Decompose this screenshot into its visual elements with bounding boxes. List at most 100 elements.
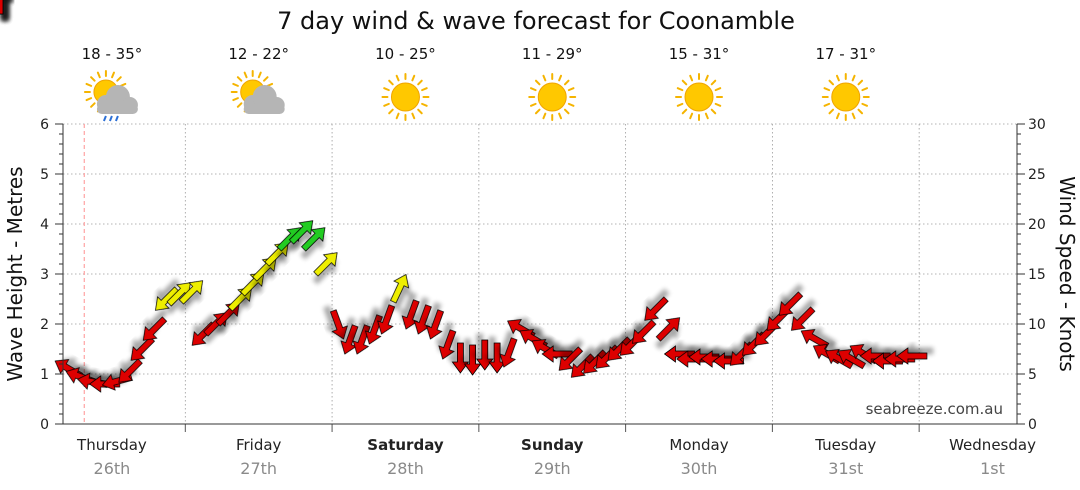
sun-ray: [823, 87, 831, 92]
sun-ray: [704, 74, 709, 82]
left-tick-label: 2: [40, 317, 49, 333]
sun-ray: [383, 87, 390, 92]
right-axis-label: Wind Speed - Knots: [1055, 176, 1079, 372]
sun-ray: [851, 112, 856, 120]
right-tick-label: 0: [1028, 417, 1037, 433]
left-tick-label: 1: [40, 367, 49, 383]
wind-arrow: [837, 349, 866, 370]
sun-ray: [714, 102, 722, 107]
left-tick-label: 0: [40, 417, 49, 433]
sun-ray: [388, 79, 394, 86]
sun-ray: [823, 102, 831, 107]
sun-ray: [395, 112, 400, 120]
sun-disc: [831, 82, 861, 112]
wind-arrow: [644, 296, 669, 321]
sun-ray: [542, 112, 547, 120]
sun-ray: [710, 108, 717, 115]
sun-ray: [417, 79, 423, 86]
sun-ray: [828, 108, 835, 115]
sun-ray: [421, 102, 428, 107]
wind-arrow: [791, 306, 816, 331]
right-axis-ticks: 0 5 10 15 20 25 30: [1017, 117, 1046, 433]
sun-ray: [85, 97, 93, 102]
temperature-range: 18 - 35°: [82, 45, 143, 63]
sun-ray: [857, 79, 864, 86]
day-name-label: Sunday: [521, 436, 584, 454]
sun-ray: [835, 74, 840, 82]
sun-ray: [90, 102, 96, 108]
weather-row: 18 - 35° 12 - 22° 10 - 25° 11 - 29° 15 - 31°…: [82, 45, 876, 122]
wind-arrow: [313, 252, 338, 277]
sun-ray: [529, 102, 537, 107]
wind-arrow: [301, 227, 326, 252]
sun-icon: [675, 73, 723, 121]
credit-text: seabreeze.com.au: [866, 400, 1003, 418]
wind-arrow: [476, 339, 494, 371]
wind-arrow: [142, 316, 168, 341]
wind-arrow: [0, 0, 4, 15]
day-name-label: Tuesday: [814, 436, 876, 454]
sun-ray: [411, 112, 416, 120]
sun-ray: [714, 87, 722, 92]
wind-arrow: [558, 346, 584, 371]
rain-drop: [114, 115, 119, 122]
sun-ray: [534, 79, 541, 86]
wind-arrow: [800, 329, 830, 350]
sun-icon: [821, 73, 870, 121]
sun-ray: [116, 76, 122, 82]
sun-disc: [684, 82, 714, 112]
wind-arrow: [377, 304, 396, 335]
sun-ray: [689, 74, 694, 82]
wind-arrow: [329, 309, 348, 340]
sun-ray: [861, 87, 869, 92]
sun-ray: [395, 74, 400, 82]
wind-arrow: [712, 352, 744, 370]
sun-ray: [558, 112, 563, 120]
sun-ray: [676, 87, 684, 92]
wind-arrow: [632, 319, 657, 344]
sun-ray: [383, 102, 390, 107]
day-name-label: Wednesday: [949, 436, 1036, 454]
sun-ray: [417, 108, 423, 115]
temperature-range: 10 - 25°: [375, 45, 436, 63]
left-axis-ticks: 0 1 2 3 4 5 6: [40, 117, 63, 433]
rain-drop: [102, 115, 107, 122]
sun-disc: [390, 82, 420, 112]
chart-title: 7 day wind & wave forecast for Coonamble: [277, 7, 795, 35]
wind-arrow: [655, 317, 681, 342]
wind-arrow: [896, 347, 928, 365]
sun-ray: [710, 79, 717, 86]
day-name-label: Monday: [669, 436, 728, 454]
sun-ray: [85, 82, 93, 87]
sun-ray: [421, 87, 428, 92]
sun-ray: [689, 112, 694, 120]
sun-ray: [563, 79, 570, 86]
day-name-label: Saturday: [367, 436, 444, 454]
sun-ray: [542, 74, 547, 82]
wind-arrow: [178, 280, 204, 305]
right-tick-label: 20: [1028, 217, 1046, 233]
sun-ray: [96, 71, 101, 79]
sun-cloud-icon: [230, 70, 285, 114]
wind-arrow: [155, 286, 180, 311]
wind-arrow: [778, 291, 804, 316]
day-date-label: 1st: [980, 459, 1005, 478]
day-date-label: 26th: [94, 459, 131, 478]
right-tick-label: 15: [1028, 267, 1046, 283]
sun-ray: [857, 108, 864, 115]
day-date-label: 28th: [387, 459, 424, 478]
sun-ray: [681, 108, 688, 115]
cloud-shape: [96, 85, 138, 114]
sun-ray: [243, 71, 248, 79]
sun-ray: [411, 74, 416, 82]
sun-cloud-rain-icon: [83, 70, 138, 122]
right-tick-label: 10: [1028, 317, 1046, 333]
sun-ray: [236, 102, 243, 108]
sun-ray: [851, 74, 856, 82]
wind-arrow: [438, 329, 457, 360]
right-tick-label: 5: [1028, 367, 1037, 383]
wind-arrow: [288, 220, 314, 245]
day-date-label: 29th: [534, 459, 571, 478]
wind-arrow: [607, 336, 632, 361]
